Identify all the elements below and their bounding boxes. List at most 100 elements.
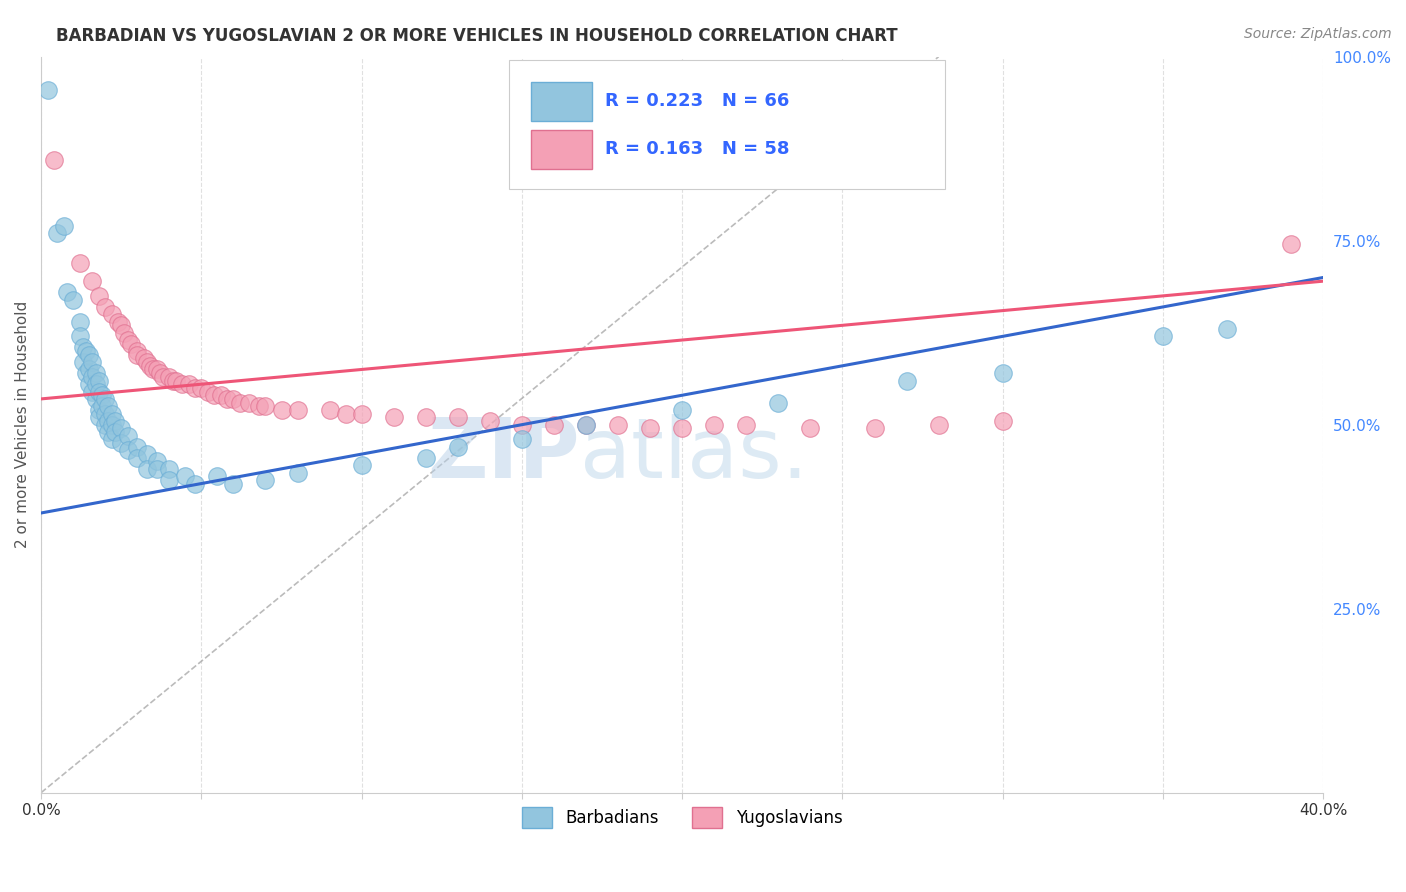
Point [117,428,139,442]
Point [82,369,104,384]
Point [127,348,149,362]
Point [72,340,94,354]
Point [447,410,470,425]
FancyBboxPatch shape [531,82,592,121]
Point [190,381,212,395]
Point [318,403,340,417]
Point [177,377,200,392]
Point [69,315,91,329]
Point [104,414,127,428]
Point [335,407,357,421]
Point [510,433,533,447]
Text: R = 0.223   N = 66: R = 0.223 N = 66 [605,92,790,110]
Point [82,274,104,288]
Point [197,384,219,399]
Point [87,410,110,425]
Point [149,366,172,380]
Point [94,417,117,432]
Point [69,329,91,343]
Point [671,421,693,435]
Point [478,414,501,428]
Point [87,289,110,303]
Point [638,421,661,435]
Point [382,410,405,425]
Point [165,374,187,388]
Point [97,399,120,413]
Point [184,381,207,395]
Point [62,293,84,307]
Point [84,392,107,406]
Point [254,473,277,487]
Point [202,388,225,402]
Point [94,407,117,421]
Point [162,374,184,388]
Point [1216,322,1239,336]
Point [75,344,97,359]
Point [172,377,194,392]
Point [350,458,373,472]
Point [415,450,437,465]
Point [863,421,886,435]
Point [97,414,120,428]
Point [157,369,180,384]
Point [135,462,157,476]
Point [100,307,122,321]
Point [139,359,162,373]
Point [135,447,157,461]
Text: atlas.: atlas. [579,414,808,494]
Point [415,410,437,425]
FancyBboxPatch shape [509,61,945,189]
Point [254,399,277,413]
Point [107,315,129,329]
Point [110,318,132,333]
Point [575,417,598,432]
Point [671,403,693,417]
Point [55,285,77,300]
Point [1152,329,1174,343]
Legend: Barbadians, Yugoslavians: Barbadians, Yugoslavians [513,799,851,836]
Point [247,399,270,413]
Point [77,348,100,362]
Text: BARBADIAN VS YUGOSLAVIAN 2 OR MORE VEHICLES IN HOUSEHOLD CORRELATION CHART: BARBADIAN VS YUGOSLAVIAN 2 OR MORE VEHIC… [56,27,898,45]
Point [184,476,207,491]
Point [896,374,918,388]
Point [222,476,245,491]
Point [222,392,245,406]
Point [77,362,100,376]
Point [270,403,292,417]
Point [120,336,142,351]
Text: R = 0.163   N = 58: R = 0.163 N = 58 [605,140,790,159]
Point [84,377,107,392]
Y-axis label: 2 or more Vehicles in Household: 2 or more Vehicles in Household [15,301,30,549]
Point [703,417,725,432]
Point [142,362,165,376]
Point [991,366,1014,380]
Point [229,395,252,409]
Point [69,256,91,270]
Point [799,421,821,435]
Point [238,395,260,409]
Point [37,83,59,97]
Point [87,384,110,399]
Point [127,450,149,465]
Point [52,219,75,233]
Point [82,384,104,399]
Point [72,355,94,369]
Point [928,417,950,432]
Point [209,388,232,402]
Point [145,362,167,376]
Point [110,436,132,450]
Point [117,333,139,347]
Point [77,377,100,392]
Text: Source: ZipAtlas.com: Source: ZipAtlas.com [1244,27,1392,41]
Point [117,443,139,458]
Point [87,403,110,417]
Point [100,407,122,421]
Point [42,153,65,167]
Point [145,462,167,476]
FancyBboxPatch shape [531,129,592,169]
Point [607,417,630,432]
Point [127,440,149,454]
Point [97,425,120,439]
Point [75,366,97,380]
